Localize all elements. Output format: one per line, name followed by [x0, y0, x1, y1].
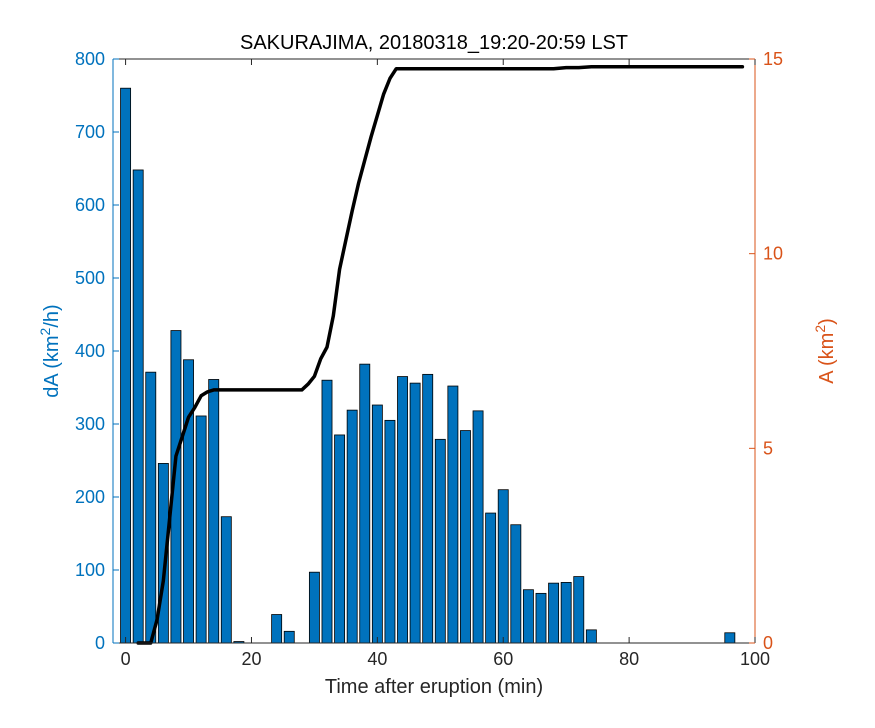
bar: [460, 430, 471, 644]
bar: [548, 582, 560, 644]
x-tick-label: 80: [619, 649, 639, 669]
bar: [585, 629, 597, 644]
bar: [145, 371, 157, 644]
line-layer: [136, 65, 745, 645]
bar: [573, 576, 585, 644]
cumulative-area-line: [136, 65, 745, 645]
x-axis-title: Time after eruption (min): [325, 676, 543, 698]
bar: [371, 404, 383, 644]
bar: [321, 379, 333, 644]
bar: [132, 169, 144, 644]
bar: [220, 516, 232, 644]
bar: [271, 614, 283, 644]
bar: [283, 630, 295, 644]
y-left-tick-label: 200: [75, 487, 105, 507]
bar: [497, 489, 509, 644]
y-left-tick-label: 300: [75, 414, 105, 434]
y-left-tick-label: 0: [95, 633, 105, 653]
bar: [208, 379, 220, 644]
y-left-axis-title: dA (km2/h): [37, 304, 63, 397]
bar: [308, 571, 320, 644]
x-tick-label: 100: [740, 649, 770, 669]
bar: [434, 438, 446, 644]
bar: [422, 373, 434, 644]
bar: [522, 589, 534, 644]
y-left-tick-label: 700: [75, 122, 105, 142]
bar: [384, 419, 396, 644]
bar: [560, 582, 572, 644]
bar: [359, 363, 371, 644]
bar: [120, 87, 132, 644]
y-left-tick-label: 500: [75, 268, 105, 288]
x-tick-label: 40: [367, 649, 387, 669]
x-tick-label: 60: [493, 649, 513, 669]
bar: [334, 434, 346, 644]
bar: [409, 382, 421, 644]
bar: [447, 385, 459, 644]
bar: [485, 512, 497, 644]
bar: [472, 410, 484, 644]
bar: [724, 632, 736, 644]
chart-title: SAKURAJIMA, 20180318_19:20-20:59 LST: [240, 32, 628, 54]
y-right-tick-label: 10: [763, 244, 783, 264]
y-right-axis-title: A (km2): [812, 318, 838, 384]
y-right-tick-label: 0: [763, 633, 773, 653]
y-right-tick-label: 5: [763, 438, 773, 458]
bar: [195, 415, 207, 644]
y-left-tick-label: 100: [75, 560, 105, 580]
y-left-tick-label: 800: [75, 49, 105, 69]
bar: [346, 409, 358, 644]
bar: [183, 359, 194, 644]
y-right-tick-label: 15: [763, 49, 783, 69]
axes-layer: 0 20 40 60 80 1000100200300400500600700800051…: [75, 49, 783, 669]
x-tick-label: 20: [241, 649, 261, 669]
bar: [510, 524, 522, 644]
y-left-tick-label: 600: [75, 195, 105, 215]
bar: [397, 376, 408, 644]
bars-layer: [120, 87, 736, 644]
bar: [535, 592, 547, 644]
y-left-tick-label: 400: [75, 341, 105, 361]
x-tick-label: 0: [121, 649, 131, 669]
